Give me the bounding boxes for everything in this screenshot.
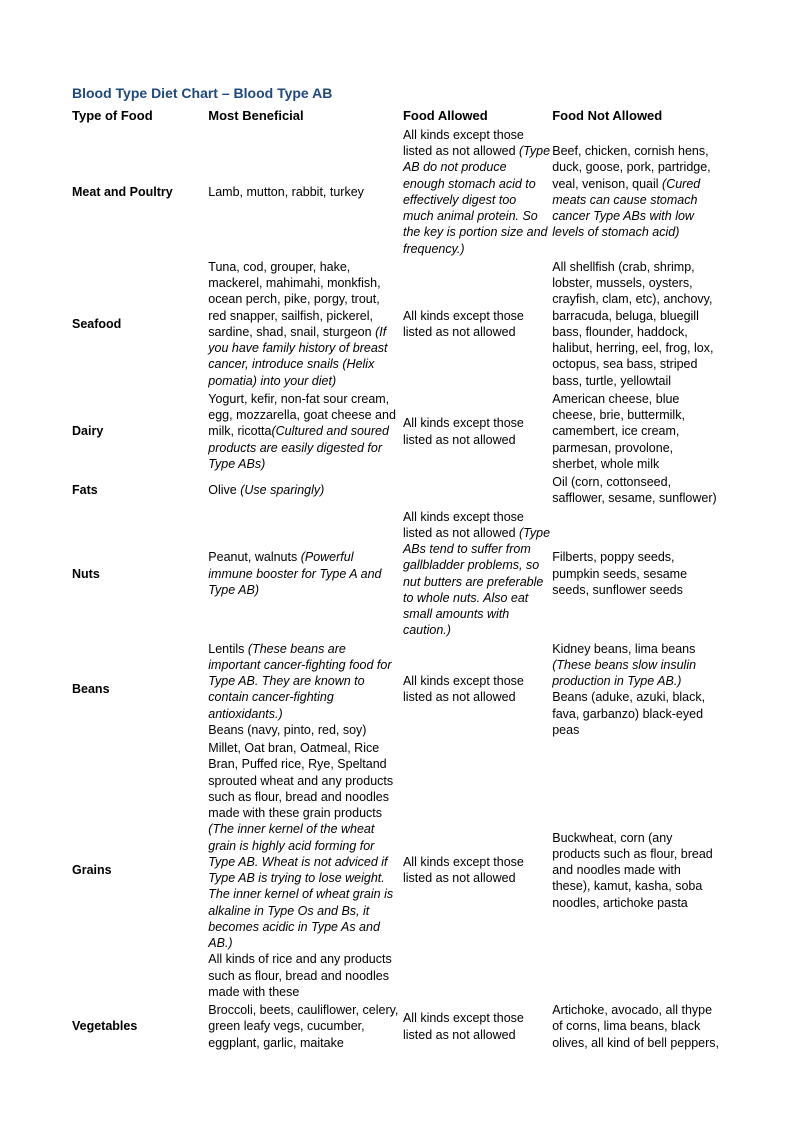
cell-beneficial-text: Millet, Oat bran, Oatmeal, Rice Bran, Pu…	[208, 741, 393, 820]
cell-allowed-text: (Type AB do not produce enough stomach a…	[403, 144, 550, 256]
col-header-type: Type of Food	[72, 107, 208, 126]
table-row: SeafoodTuna, cod, grouper, hake, mackere…	[72, 258, 721, 390]
cell-allowed: All kinds except those listed as not all…	[403, 390, 552, 473]
cell-not-allowed-text: Kidney beans, lima beans	[552, 642, 695, 656]
table-row: GrainsMillet, Oat bran, Oatmeal, Rice Br…	[72, 739, 721, 1001]
cell-not-allowed: Oil (corn, cottonseed, safflower, sesame…	[552, 473, 721, 508]
cell-allowed-text: All kinds except those listed as not all…	[403, 1011, 524, 1041]
table-row: FatsOlive (Use sparingly) Oil (corn, cott…	[72, 473, 721, 508]
table-row: DairyYogurt, kefir, non-fat sour cream, …	[72, 390, 721, 473]
row-type: Seafood	[72, 258, 208, 390]
cell-not-allowed: Beef, chicken, cornish hens, duck, goose…	[552, 126, 721, 258]
row-type: Vegetables	[72, 1001, 208, 1052]
cell-beneficial-text: Broccoli, beets, cauliflower, celery, gr…	[208, 1003, 398, 1050]
cell-allowed-text: All kinds except those listed as not all…	[403, 416, 524, 446]
row-type: Dairy	[72, 390, 208, 473]
cell-beneficial: Lentils (These beans are important cance…	[208, 640, 403, 740]
table-header-row: Type of Food Most Beneficial Food Allowe…	[72, 107, 721, 126]
cell-not-allowed-text: Artichoke, avocado, all thype of corns, …	[552, 1003, 719, 1050]
cell-not-allowed: All shellfish (crab, shrimp, lobster, mu…	[552, 258, 721, 390]
cell-allowed: All kinds except those listed as not all…	[403, 508, 552, 640]
col-header-allowed: Food Allowed	[403, 107, 552, 126]
cell-beneficial-text: Olive	[208, 483, 240, 497]
cell-beneficial: Lamb, mutton, rabbit, turkey	[208, 126, 403, 258]
cell-not-allowed-text: Filberts, poppy seeds, pumpkin seeds, se…	[552, 550, 687, 597]
cell-allowed-text: All kinds except those listed as not all…	[403, 128, 524, 158]
col-header-not-allowed: Food Not Allowed	[552, 107, 721, 126]
table-row: BeansLentils (These beans are important …	[72, 640, 721, 740]
cell-not-allowed: Buckwheat, corn (any products such as fl…	[552, 739, 721, 1001]
cell-beneficial-text: Beans (navy, pinto, red, soy)	[208, 722, 401, 738]
cell-beneficial-text: All kinds of rice and any products such …	[208, 951, 401, 1000]
cell-not-allowed-text: Buckwheat, corn (any products such as fl…	[552, 831, 713, 910]
table-row: VegetablesBroccoli, beets, cauliflower, …	[72, 1001, 721, 1052]
cell-allowed-text: All kinds except those listed as not all…	[403, 510, 524, 540]
cell-allowed: All kinds except those listed as not all…	[403, 258, 552, 390]
cell-beneficial: Peanut, walnuts (Powerful immune booster…	[208, 508, 403, 640]
cell-not-allowed: American cheese, blue cheese, brie, butt…	[552, 390, 721, 473]
cell-allowed-text: (Type ABs tend to suffer from gallbladde…	[403, 526, 550, 638]
cell-allowed-text: All kinds except those listed as not all…	[403, 674, 524, 704]
cell-not-allowed-text: Beans (aduke, azuki, black, fava, garban…	[552, 689, 719, 738]
document-page: Blood Type Diet Chart – Blood Type AB Ty…	[0, 0, 793, 1092]
cell-beneficial: Millet, Oat bran, Oatmeal, Rice Bran, Pu…	[208, 739, 403, 1001]
table-row: NutsPeanut, walnuts (Powerful immune boo…	[72, 508, 721, 640]
cell-beneficial: Tuna, cod, grouper, hake, mackerel, mahi…	[208, 258, 403, 390]
cell-beneficial-text: Peanut, walnuts	[208, 550, 300, 564]
cell-not-allowed-text: American cheese, blue cheese, brie, butt…	[552, 392, 685, 471]
cell-beneficial: Olive (Use sparingly)	[208, 473, 403, 508]
cell-beneficial-text: Tuna, cod, grouper, hake, mackerel, mahi…	[208, 260, 380, 339]
cell-not-allowed-text: (These beans slow insulin production in …	[552, 658, 696, 688]
row-type: Nuts	[72, 508, 208, 640]
cell-beneficial-text: Lentils	[208, 642, 248, 656]
cell-beneficial-text: Lamb, mutton, rabbit, turkey	[208, 185, 364, 199]
row-type: Meat and Poultry	[72, 126, 208, 258]
col-header-beneficial: Most Beneficial	[208, 107, 403, 126]
cell-beneficial-text: (The inner kernel of the wheat grain is …	[208, 822, 393, 950]
cell-not-allowed-text: Oil (corn, cottonseed, safflower, sesame…	[552, 475, 716, 505]
cell-allowed: All kinds except those listed as not all…	[403, 739, 552, 1001]
cell-allowed-text: All kinds except those listed as not all…	[403, 309, 524, 339]
cell-not-allowed: Kidney beans, lima beans (These beans sl…	[552, 640, 721, 740]
cell-beneficial-text: (Use sparingly)	[240, 483, 324, 497]
cell-allowed: All kinds except those listed as not all…	[403, 126, 552, 258]
cell-allowed: All kinds except those listed as not all…	[403, 1001, 552, 1052]
cell-allowed-text: All kinds except those listed as not all…	[403, 855, 524, 885]
row-type: Beans	[72, 640, 208, 740]
cell-beneficial: Broccoli, beets, cauliflower, celery, gr…	[208, 1001, 403, 1052]
cell-allowed	[403, 473, 552, 508]
table-row: Meat and PoultryLamb, mutton, rabbit, tu…	[72, 126, 721, 258]
cell-not-allowed-text: All shellfish (crab, shrimp, lobster, mu…	[552, 260, 713, 388]
cell-not-allowed: Filberts, poppy seeds, pumpkin seeds, se…	[552, 508, 721, 640]
cell-beneficial: Yogurt, kefir, non-fat sour cream, egg, …	[208, 390, 403, 473]
cell-allowed: All kinds except those listed as not all…	[403, 640, 552, 740]
cell-not-allowed: Artichoke, avocado, all thype of corns, …	[552, 1001, 721, 1052]
page-title: Blood Type Diet Chart – Blood Type AB	[72, 85, 721, 101]
diet-table: Type of Food Most Beneficial Food Allowe…	[72, 107, 721, 1052]
row-type: Fats	[72, 473, 208, 508]
row-type: Grains	[72, 739, 208, 1001]
